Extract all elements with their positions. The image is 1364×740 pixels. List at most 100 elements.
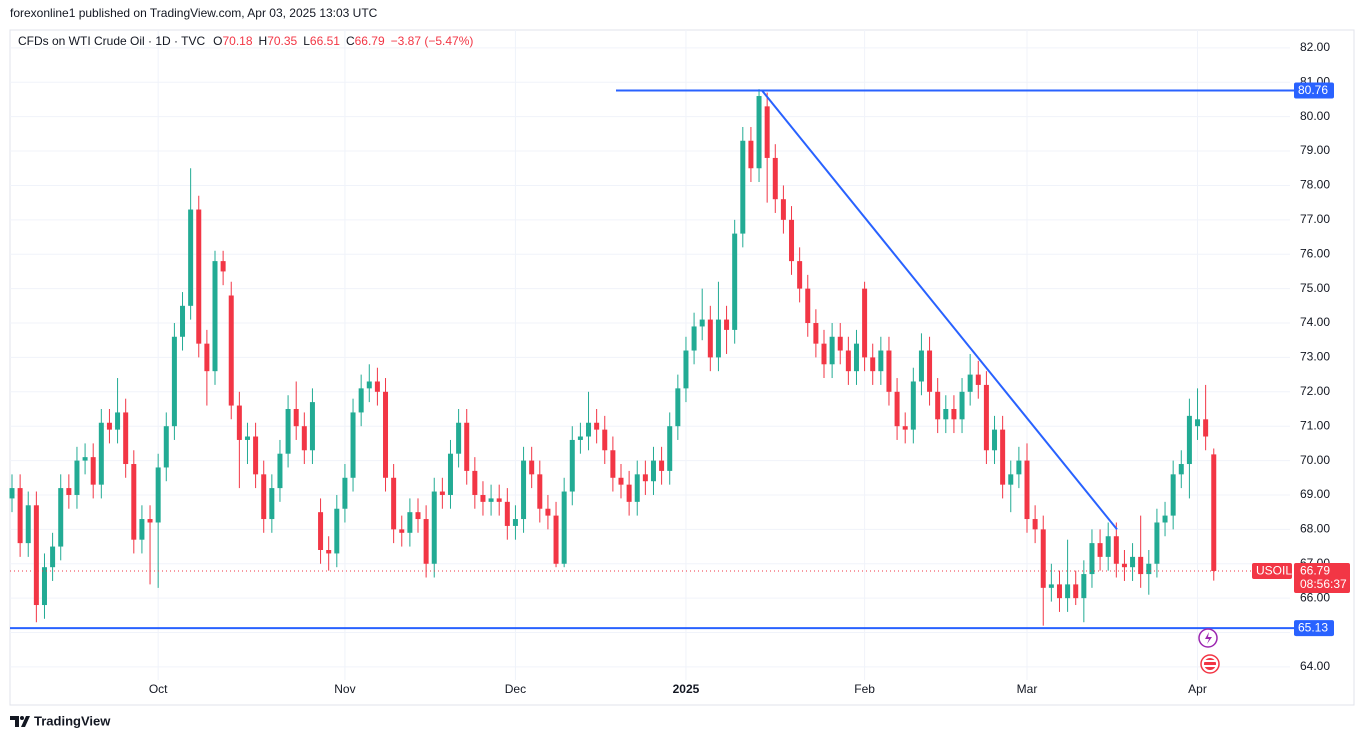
- candle-body: [456, 422, 462, 454]
- candle-body: [943, 408, 949, 420]
- candle-body: [918, 350, 924, 382]
- plot: [9, 89, 1294, 630]
- candle-body: [50, 546, 56, 568]
- candle-body: [951, 408, 957, 420]
- candle-body: [309, 402, 315, 451]
- candle-body: [391, 477, 397, 530]
- candle-body: [650, 460, 656, 482]
- candle-body: [894, 391, 900, 427]
- logo-mark: [20, 716, 24, 720]
- x-tick-label: Mar: [1017, 682, 1038, 696]
- candle-body: [155, 467, 161, 523]
- candle-body: [253, 436, 259, 475]
- candle-body: [983, 384, 989, 451]
- candle-body: [975, 374, 981, 385]
- candle-body: [326, 550, 332, 554]
- candle-body: [301, 426, 307, 451]
- candle-body: [1146, 563, 1152, 575]
- candle-body: [1195, 419, 1201, 427]
- candle-body: [805, 288, 811, 324]
- candle-body: [1040, 529, 1046, 588]
- candle-body: [90, 457, 96, 485]
- candle-body: [171, 336, 177, 427]
- candle-body: [813, 323, 819, 344]
- y-tick-label: 75.00: [1300, 281, 1330, 295]
- candle-body: [431, 491, 437, 564]
- chart-frame: [9, 29, 1355, 706]
- candle-body: [318, 512, 324, 550]
- x-tick-label: Dec: [505, 682, 526, 696]
- candle-body: [683, 350, 689, 389]
- candle-body: [992, 429, 998, 451]
- candle-body: [1065, 584, 1071, 599]
- candle-body: [935, 391, 941, 420]
- x-tick-label: Nov: [334, 682, 355, 696]
- legend-item: 66.79: [355, 34, 385, 48]
- legend: CFDs on WTI Crude Oil · 1D · TVC O70.18 H7…: [18, 34, 473, 48]
- candle-body: [228, 295, 234, 406]
- candle-body: [967, 374, 973, 392]
- candle-body: [1000, 429, 1006, 485]
- y-tick-label: 82.00: [1300, 40, 1330, 54]
- candle-body: [1024, 460, 1030, 520]
- candle-body: [1203, 419, 1209, 437]
- y-tick-label: 66.00: [1300, 590, 1330, 604]
- y-tick-label: 64.00: [1300, 659, 1330, 673]
- x-tick-label: Feb: [854, 682, 875, 696]
- logo-mark: [10, 716, 30, 727]
- candle-body: [1089, 543, 1095, 575]
- x-tick-label: Oct: [149, 682, 168, 696]
- candle-body: [837, 336, 843, 351]
- candle-body: [732, 233, 738, 330]
- candle-body: [797, 261, 803, 289]
- y-tick-label: 68.00: [1300, 522, 1330, 536]
- footer-logo: [10, 716, 30, 727]
- candle-body: [220, 261, 226, 272]
- candle-body: [545, 508, 551, 516]
- candle-body: [464, 422, 470, 471]
- candle-body: [602, 429, 608, 451]
- candle-body: [374, 381, 380, 392]
- candle-body: [147, 519, 153, 523]
- legend-item: C: [346, 34, 355, 48]
- candle-body: [41, 567, 47, 606]
- candle-body: [675, 388, 681, 427]
- candle-body: [659, 460, 665, 471]
- candle-body: [342, 477, 348, 509]
- y-tick-label: 70.00: [1300, 453, 1330, 467]
- candle-body: [1121, 563, 1127, 568]
- candle-body: [626, 484, 632, 502]
- header: forexonline1 published on TradingView.co…: [10, 6, 378, 20]
- candle-body: [180, 305, 186, 337]
- legend-item: −3.87 (−5.47%): [391, 34, 474, 48]
- symbol-tag-label: USOIL: [1256, 564, 1292, 578]
- candle-body: [488, 498, 494, 502]
- candle-body: [521, 460, 527, 520]
- candle-body: [512, 519, 518, 526]
- candle-body: [131, 464, 137, 540]
- y-tick-label: 71.00: [1300, 418, 1330, 432]
- candle-body: [106, 422, 112, 430]
- candle-body: [553, 515, 559, 564]
- candle-body: [870, 357, 876, 372]
- candle-body: [1170, 474, 1176, 516]
- y-tick-label: 74.00: [1300, 315, 1330, 329]
- candle-body: [17, 488, 23, 544]
- candle-body: [886, 350, 892, 392]
- candle-body: [1211, 454, 1217, 571]
- grid: [10, 30, 1290, 680]
- candle-body: [1081, 574, 1087, 599]
- candle-body: [383, 391, 389, 478]
- candle-body: [285, 408, 291, 454]
- y-tick-label: 69.00: [1300, 487, 1330, 501]
- price-tag-label: 66.79: [1300, 564, 1330, 578]
- y-tick-label: 72.00: [1300, 384, 1330, 398]
- price-tag: [1294, 562, 1350, 593]
- candle-body: [58, 488, 64, 547]
- candle-body: [618, 477, 624, 485]
- y-tick-label: 79.00: [1300, 143, 1330, 157]
- candle-body: [699, 319, 705, 327]
- x-tick-label: 2025: [673, 682, 700, 696]
- candle-body: [1113, 536, 1119, 564]
